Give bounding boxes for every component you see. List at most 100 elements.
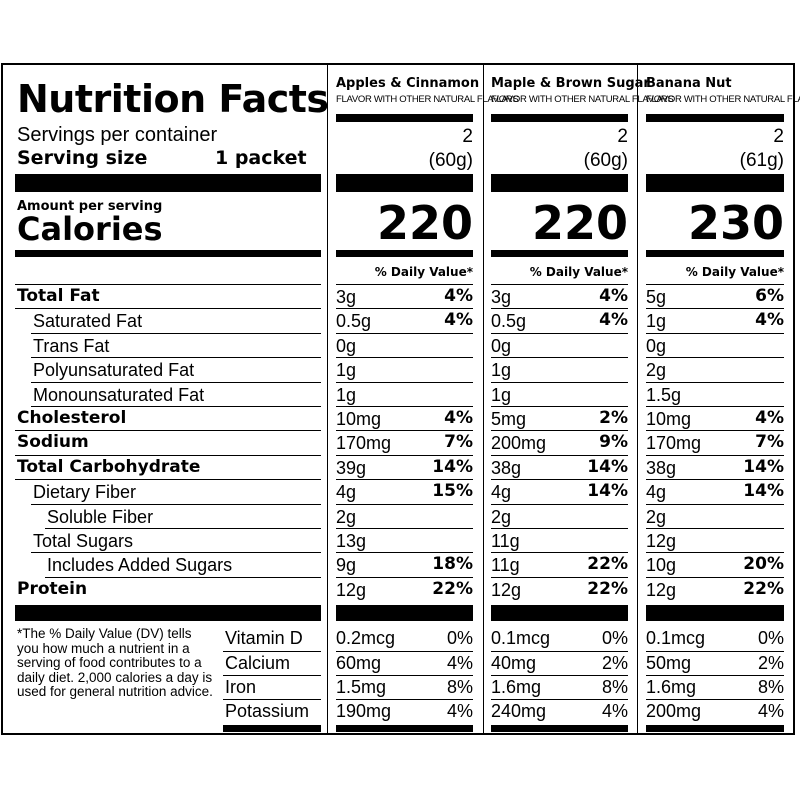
- row-rule: [646, 650, 784, 652]
- nutrient-daily-value: 4%: [444, 310, 473, 331]
- vitamin-daily-value: 4%: [757, 701, 784, 722]
- nutrient-amount: 12g: [336, 579, 367, 600]
- row-rule: [31, 381, 321, 383]
- rule-bar: [491, 250, 628, 257]
- nutrient-label: Total Sugars: [33, 531, 134, 551]
- row-rule: [491, 479, 628, 481]
- nutrient-amount: 1g: [491, 360, 512, 381]
- nutrient-amount: 0g: [646, 335, 667, 356]
- rule-bar: [336, 605, 473, 622]
- row-rule: [491, 357, 628, 359]
- nutrient-label: Sodium: [17, 432, 89, 453]
- row-rule: [223, 699, 321, 701]
- row-rule: [491, 552, 628, 554]
- row-rule: [646, 406, 784, 407]
- vitamin-amount: 60mg: [336, 652, 382, 673]
- row-rule: [31, 357, 321, 359]
- row-rule: [336, 503, 473, 505]
- rule-bar: [336, 724, 473, 732]
- serving-grams: (60g): [428, 150, 473, 171]
- nutrient-daily-value: 22%: [587, 578, 628, 599]
- nutrient-label: Total Fat: [17, 286, 100, 306]
- row-rule: [646, 357, 784, 359]
- serving-size-value: 1 packet: [215, 147, 307, 169]
- vitamin-daily-value: 4%: [446, 701, 473, 722]
- nutrient-amount: 12g: [491, 579, 522, 600]
- vitamin-amount: 50mg: [646, 652, 692, 673]
- nutrient-amount: 12g: [646, 579, 677, 600]
- vitamin-amount: 40mg: [491, 652, 537, 673]
- serving-grams: (60g): [583, 150, 628, 171]
- vitamin-daily-value: 4%: [446, 652, 473, 673]
- nutrient-daily-value: 18%: [432, 554, 473, 575]
- nutrient-amount: 4g: [336, 482, 357, 503]
- nutrient-daily-value: 4%: [599, 286, 628, 306]
- nutrient-amount: 4g: [491, 482, 512, 503]
- nutrient-label: Trans Fat: [33, 335, 110, 356]
- nutrient-amount: 11g: [491, 531, 520, 551]
- nutrient-label: Cholesterol: [17, 408, 127, 428]
- rule-bar: [15, 250, 321, 257]
- row-rule: [15, 284, 321, 285]
- rule-bar: [336, 174, 473, 192]
- rule-bar: [336, 114, 473, 122]
- nutrient-amount: 10mg: [646, 409, 692, 429]
- row-rule: [646, 308, 784, 310]
- row-rule: [491, 308, 628, 310]
- nutrient-daily-value: 7%: [755, 432, 784, 453]
- nutrient-amount: 4g: [646, 482, 667, 503]
- row-rule: [31, 503, 321, 505]
- vitamin-amount: 190mg: [336, 701, 392, 722]
- vitamin-daily-value: 4%: [601, 701, 628, 722]
- nutrient-amount: 170mg: [336, 433, 392, 454]
- row-rule: [491, 699, 628, 701]
- calories-label: Calories: [17, 210, 163, 248]
- row-rule: [491, 284, 628, 285]
- row-rule: [45, 576, 321, 578]
- row-rule: [15, 430, 321, 432]
- row-rule: [336, 454, 473, 456]
- daily-value-header: % Daily Value*: [685, 265, 784, 279]
- vitamin-label: Potassium: [225, 701, 310, 722]
- row-rule: [491, 576, 628, 578]
- column-subtitle: FLAVOR WITH OTHER NATURAL FLAVORS: [336, 94, 519, 105]
- nutrient-amount: 10mg: [336, 409, 382, 429]
- nutrient-amount: 10g: [646, 555, 677, 576]
- nutrient-amount: 1g: [336, 360, 357, 381]
- row-rule: [336, 650, 473, 652]
- vitamin-daily-value: 0%: [757, 628, 784, 649]
- nutrient-daily-value: 7%: [444, 432, 473, 453]
- vitamin-amount: 1.6mg: [646, 677, 697, 697]
- row-rule: [336, 308, 473, 310]
- row-rule: [336, 357, 473, 359]
- nutrient-label: Soluble Fiber: [47, 506, 154, 527]
- row-rule: [336, 332, 473, 334]
- nutrient-daily-value: 4%: [755, 310, 784, 331]
- nutrient-amount: 9g: [336, 555, 357, 576]
- nutrient-daily-value: 14%: [743, 456, 784, 477]
- row-rule: [646, 381, 784, 383]
- nutrient-amount: 5g: [646, 287, 667, 307]
- footnote: *The % Daily Value (DV) tells you how mu…: [17, 626, 213, 700]
- serving-size-label: Serving size: [17, 147, 148, 169]
- serving-grams: (61g): [739, 150, 784, 171]
- vitamin-amount: 0.1mcg: [491, 628, 551, 649]
- calories-value: 220: [531, 196, 628, 250]
- column-subtitle: FLAVOR WITH OTHER NATURAL FLAVORS: [491, 94, 674, 105]
- vitamin-label: Vitamin D: [225, 628, 303, 649]
- row-rule: [31, 552, 321, 554]
- row-rule: [31, 332, 321, 334]
- daily-value-header: % Daily Value*: [374, 265, 473, 279]
- rule-bar: [646, 605, 784, 622]
- row-rule: [15, 479, 321, 481]
- nutrient-amount: 2g: [646, 360, 667, 381]
- nutrient-amount: 2g: [491, 506, 512, 527]
- row-rule: [646, 503, 784, 505]
- nutrient-daily-value: 9%: [599, 432, 628, 453]
- vitamin-amount: 240mg: [491, 701, 547, 722]
- rule-bar: [15, 174, 321, 192]
- nutrient-label: Dietary Fiber: [33, 482, 137, 503]
- nutrition-facts-panel: Nutrition Facts Servings per container S…: [1, 63, 800, 735]
- rule-bar: [491, 605, 628, 622]
- column-divider: [637, 65, 638, 733]
